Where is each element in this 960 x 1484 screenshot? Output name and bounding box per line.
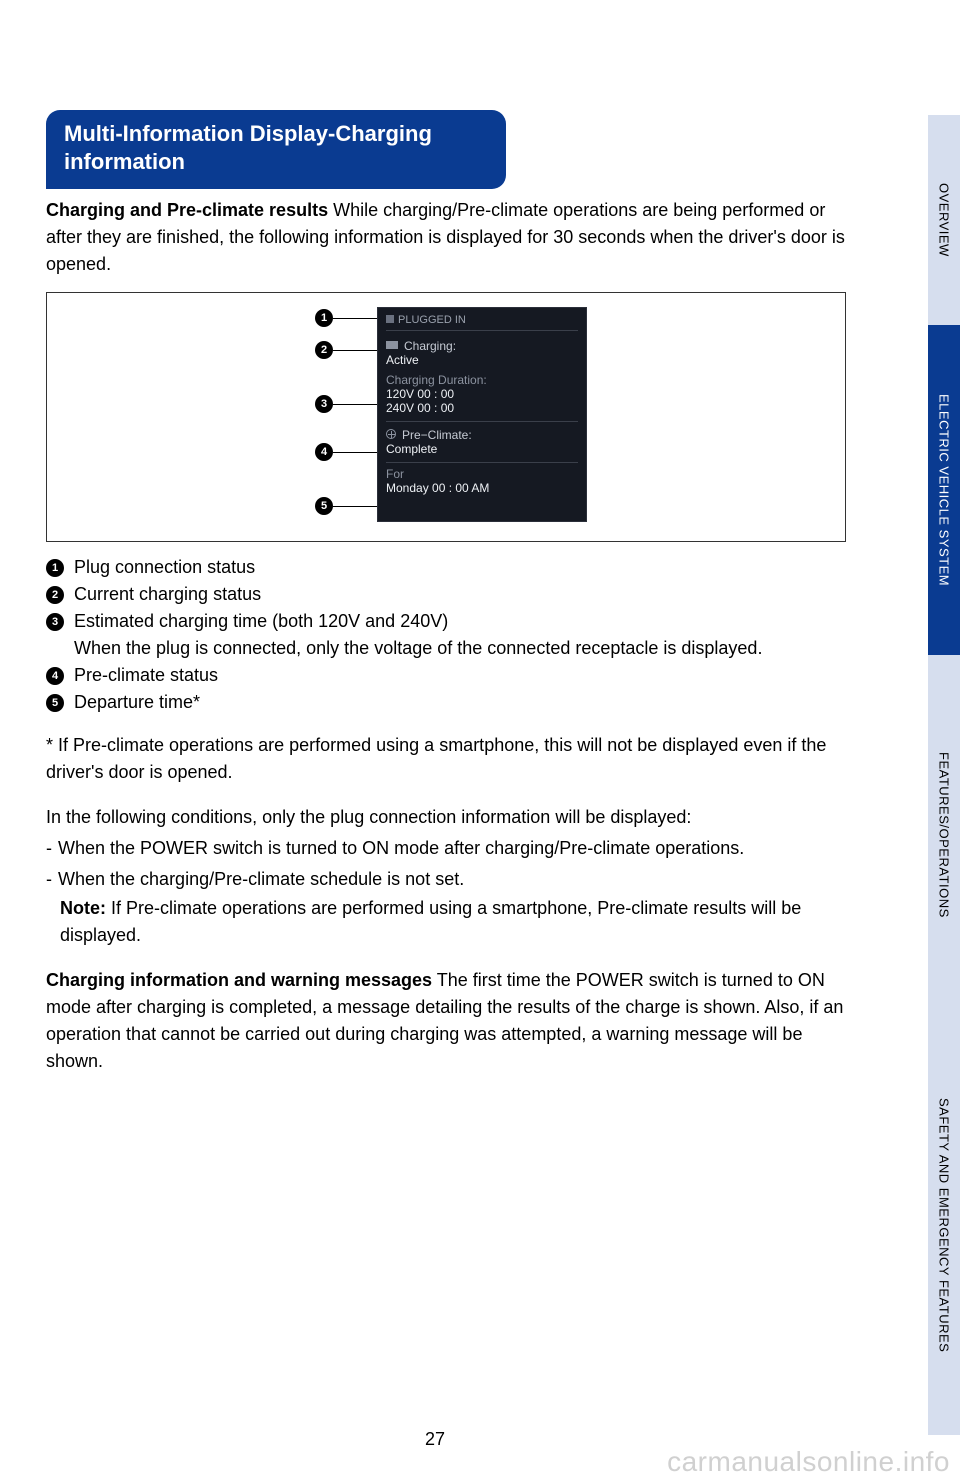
condition-item: -When the POWER switch is turned to ON m… <box>46 835 846 862</box>
bullet-2: 2 <box>46 586 64 604</box>
intro-lead: Charging and Pre-climate results <box>46 200 328 220</box>
tab-safety-emergency[interactable]: SAFETY AND EMERGENCY FEATURES <box>928 1015 960 1435</box>
bullet-5: 5 <box>46 694 64 712</box>
bullet-3: 3 <box>46 613 64 631</box>
callout-list: 1 Plug connection status 2 Current chargin… <box>46 554 846 716</box>
figure-inner: 1 2 3 4 5 PLUGGED IN Chargi <box>47 307 845 523</box>
conditions-note: Note: If Pre-climate operations are perf… <box>60 895 846 949</box>
list-item: 5 Departure time* <box>46 689 846 716</box>
callout-num-5: 5 <box>315 497 333 515</box>
item-4-text: Pre-climate status <box>74 662 846 689</box>
list-item: 4 Pre-climate status <box>46 662 846 689</box>
screen-for-block: For Monday 00 : 00 AM <box>386 467 578 495</box>
screen-divider-2 <box>386 462 578 463</box>
callout-5: 5 <box>315 497 377 515</box>
fan-icon <box>386 429 396 439</box>
callout-line-3 <box>333 404 377 405</box>
note-label: Note: <box>60 898 106 918</box>
list-item: 2 Current charging status <box>46 581 846 608</box>
bullet-1: 1 <box>46 559 64 577</box>
callout-line-5 <box>333 506 377 507</box>
item-3-text: Estimated charging time (both 120V and 2… <box>74 608 846 635</box>
charging-info-lead: Charging information and warning message… <box>46 970 432 990</box>
screen-duration-label: Charging Duration: <box>386 373 578 387</box>
charging-info-paragraph: Charging information and warning message… <box>46 967 846 1075</box>
screen-charging-block: Charging: Active <box>386 337 578 367</box>
list-item: 1 Plug connection status <box>46 554 846 581</box>
figure-box: 1 2 3 4 5 PLUGGED IN Chargi <box>46 292 846 542</box>
intro-paragraph: Charging and Pre-climate results While c… <box>46 197 846 278</box>
side-tabs: OVERVIEW ELECTRIC VEHICLE SYSTEM FEATURE… <box>870 0 960 1484</box>
item-1-text: Plug connection status <box>74 554 846 581</box>
conditions-block: In the following conditions, only the pl… <box>46 804 846 949</box>
screen-plugged-row: PLUGGED IN <box>386 314 578 331</box>
screen-for-label: For <box>386 467 578 481</box>
plug-icon <box>386 341 398 349</box>
screen-duration-120: 120V 00 : 00 <box>386 387 578 401</box>
screen-plugged: PLUGGED IN <box>398 314 466 326</box>
tab-features-operations[interactable]: FEATURES/OPERATIONS <box>928 655 960 1015</box>
item-5-text: Departure time* <box>74 689 846 716</box>
screen-preclimate-label: Pre−Climate: <box>402 428 472 442</box>
item-2-text: Current charging status <box>74 581 846 608</box>
conditions-intro: In the following conditions, only the pl… <box>46 804 846 831</box>
bullet-4: 4 <box>46 667 64 685</box>
screen-divider-1 <box>386 421 578 422</box>
callout-1: 1 <box>315 309 377 327</box>
screen-charging-label: Charging: <box>404 339 456 353</box>
display-screen: PLUGGED IN Charging: Active Charging Dur… <box>377 307 587 522</box>
footnote: * If Pre-climate operations are performe… <box>46 732 846 786</box>
screen-preclimate-block: Pre−Climate: Complete <box>386 426 578 456</box>
footnote-text: * If Pre-climate operations are performe… <box>46 732 846 786</box>
plug-status-icon <box>386 315 394 323</box>
condition-2: When the charging/Pre-climate schedule i… <box>58 866 464 893</box>
manual-page: Multi-Information Display-Charging infor… <box>0 0 960 1484</box>
callout-line-1 <box>333 318 377 319</box>
screen-preclimate-value: Complete <box>386 442 578 456</box>
callout-num-1: 1 <box>315 309 333 327</box>
callout-2: 2 <box>315 341 377 359</box>
condition-1: When the POWER switch is turned to ON mo… <box>58 835 744 862</box>
screen-duration-240: 240V 00 : 00 <box>386 401 578 415</box>
list-item: 3 Estimated charging time (both 120V and … <box>46 608 846 635</box>
callout-num-3: 3 <box>315 395 333 413</box>
section-header: Multi-Information Display-Charging infor… <box>46 110 506 189</box>
tab-electric-vehicle-system[interactable]: ELECTRIC VEHICLE SYSTEM <box>928 325 960 655</box>
note-text: If Pre-climate operations are performed … <box>60 898 801 945</box>
watermark: carmanualsonline.info <box>667 1446 950 1478</box>
screen-duration-block: Charging Duration: 120V 00 : 00 240V 00 … <box>386 373 578 415</box>
screen-charging-value: Active <box>386 353 578 367</box>
dash-icon: - <box>46 866 52 893</box>
callout-4: 4 <box>315 443 377 461</box>
callout-3: 3 <box>315 395 377 413</box>
screen-for-value: Monday 00 : 00 AM <box>386 481 578 495</box>
item-3-sub: When the plug is connected, only the vol… <box>74 635 846 662</box>
condition-item: -When the charging/Pre-climate schedule … <box>46 866 846 893</box>
content-area: Multi-Information Display-Charging infor… <box>46 110 846 1075</box>
dash-icon: - <box>46 835 52 862</box>
callout-num-4: 4 <box>315 443 333 461</box>
callout-num-2: 2 <box>315 341 333 359</box>
tab-overview[interactable]: OVERVIEW <box>928 115 960 325</box>
callout-line-2 <box>333 350 377 351</box>
callout-line-4 <box>333 452 377 453</box>
